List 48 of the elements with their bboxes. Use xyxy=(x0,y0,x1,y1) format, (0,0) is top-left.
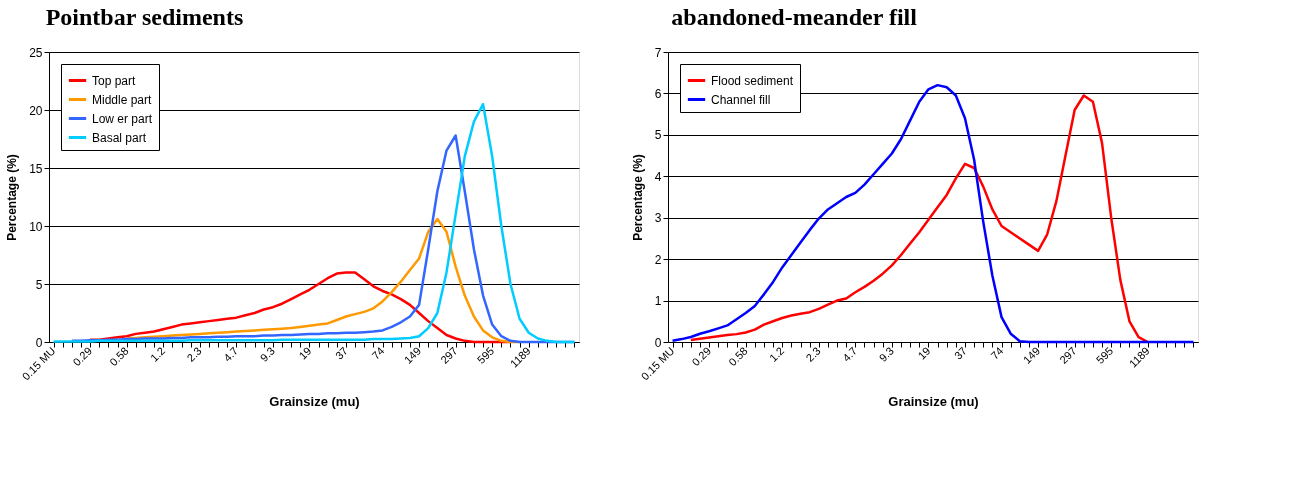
chart-title: Pointbar sediments xyxy=(45,4,244,30)
y-axis-title: Percentage (%) xyxy=(5,154,20,241)
x-tick-label: 9.3 xyxy=(257,344,277,364)
x-tick-label: 37 xyxy=(951,344,970,362)
legend-label: Middle part xyxy=(92,92,153,107)
legend-label: Low er part xyxy=(92,111,153,126)
legend-label: Top part xyxy=(92,73,137,88)
y-tick-label: 6 xyxy=(654,86,662,101)
x-tick-label: 149 xyxy=(1020,344,1043,367)
x-tick-label: 19 xyxy=(915,344,933,362)
y-tick-label: 4 xyxy=(654,169,662,184)
x-tick-label: 297 xyxy=(1057,344,1079,367)
x-tick-label: 74 xyxy=(369,344,387,362)
x-tick-label: 1.2 xyxy=(766,344,787,364)
y-tick-label: 10 xyxy=(29,219,43,234)
x-axis-title: Grainsize (mu) xyxy=(269,394,360,410)
y-tick-label: 0 xyxy=(35,335,43,350)
legend-label: Flood sediment xyxy=(711,73,794,88)
x-tick-label: 74 xyxy=(988,344,1006,362)
x-tick-label: 2.3 xyxy=(803,344,823,364)
x-tick-label: 9.3 xyxy=(876,344,896,364)
y-tick-label: 3 xyxy=(654,211,662,226)
x-tick-label: 37 xyxy=(332,344,351,362)
y-tick-label: 7 xyxy=(654,45,662,60)
y-tick-label: 15 xyxy=(29,161,43,176)
line-series xyxy=(689,94,1149,344)
x-tick-label: 4.7 xyxy=(840,344,860,364)
x-tick-label: 2.3 xyxy=(184,344,204,364)
y-tick-label: 25 xyxy=(29,45,43,60)
y-tick-label: 20 xyxy=(29,103,43,118)
x-tick-label: 4.7 xyxy=(221,344,241,364)
line-series xyxy=(671,83,1195,344)
chart-title: abandoned-meander fill xyxy=(671,4,918,30)
y-tick-label: 5 xyxy=(35,277,43,292)
x-tick-label: 19 xyxy=(296,344,314,362)
x-tick-label: 595 xyxy=(474,344,497,367)
y-axis-title: Percentage (%) xyxy=(630,154,645,241)
x-tick-label: 1.2 xyxy=(147,344,168,364)
y-tick-label: 2 xyxy=(654,252,662,267)
x-tick-label: 297 xyxy=(438,344,460,367)
y-tick-label: 5 xyxy=(654,128,662,143)
legend-label: Basal part xyxy=(92,130,147,145)
x-tick-label: 149 xyxy=(401,344,424,367)
y-tick-label: 0 xyxy=(654,335,662,350)
x-tick-label: 595 xyxy=(1093,344,1116,367)
x-axis-title: Grainsize (mu) xyxy=(888,394,979,410)
y-tick-label: 1 xyxy=(654,294,662,309)
legend-label: Channel fill xyxy=(711,92,771,107)
